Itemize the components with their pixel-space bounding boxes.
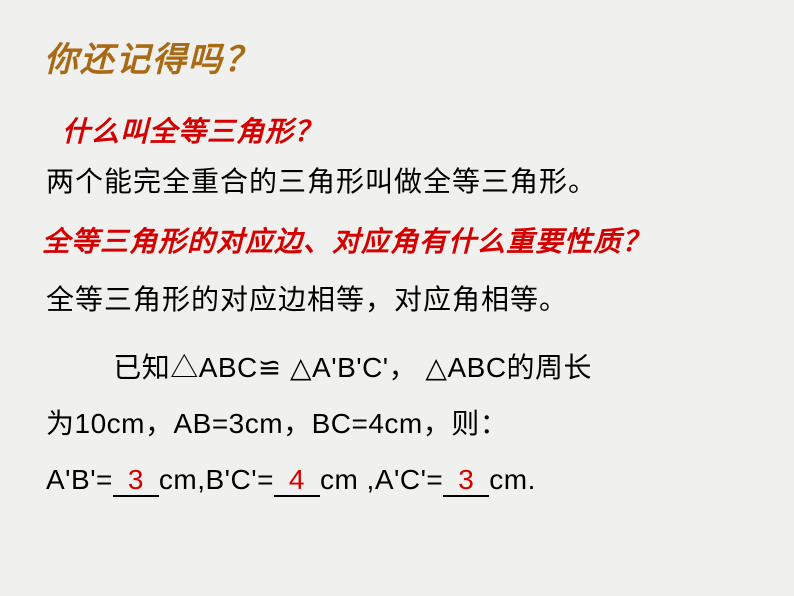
- question-2: 全等三角形的对应边、对应角有什么重要性质？: [42, 220, 651, 260]
- slide-title: 你还记得吗？: [44, 32, 260, 81]
- fill-3: 3: [458, 464, 474, 495]
- answer-2: 全等三角形的对应边相等，对应角相等。: [46, 278, 568, 318]
- blank-1: 3: [113, 466, 159, 497]
- blank-3: 3: [443, 466, 489, 497]
- problem-line3-p2: cm,B'C'=: [159, 464, 274, 495]
- problem-line1-pre: 已知△ABC: [113, 352, 258, 383]
- congruent-symbol: ≌: [258, 352, 282, 383]
- slide: 你还记得吗？ 什么叫全等三角形？ 两个能完全重合的三角形叫做全等三角形。 全等三…: [0, 0, 794, 596]
- fill-2: 4: [289, 464, 305, 495]
- problem-line3-p1: A'B'=: [46, 464, 113, 495]
- problem-line3-p3: cm ,A'C'=: [320, 464, 443, 495]
- answer-1: 两个能完全重合的三角形叫做全等三角形。: [46, 160, 597, 200]
- problem-line3-p4: cm.: [489, 464, 536, 495]
- problem-text: 已知△ABC≌ △A'B'C'， △ABC的周长 为10cm，AB=3cm，BC…: [46, 340, 766, 508]
- blank-2: 4: [274, 466, 320, 497]
- problem-line2: 为10cm，AB=3cm，BC=4cm，则：: [46, 408, 508, 439]
- fill-1: 3: [128, 464, 144, 495]
- problem-line1-mid: △A'B'C'， △ABC的周长: [282, 352, 592, 383]
- question-1: 什么叫全等三角形？: [62, 110, 323, 150]
